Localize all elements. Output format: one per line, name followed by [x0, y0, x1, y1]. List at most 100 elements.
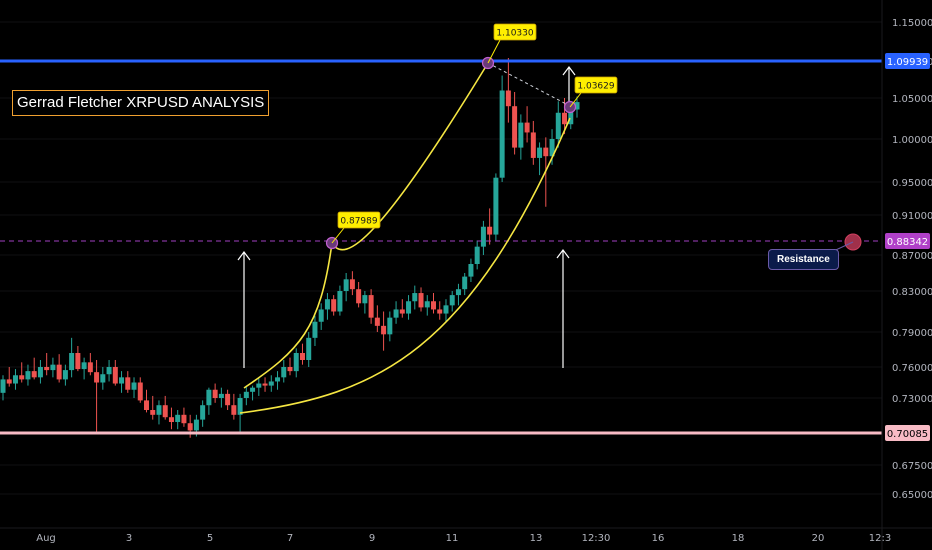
- candle[interactable]: [50, 357, 56, 378]
- candle[interactable]: [555, 101, 561, 148]
- candle[interactable]: [562, 98, 568, 135]
- candle[interactable]: [462, 273, 468, 296]
- candle[interactable]: [281, 360, 287, 383]
- candle[interactable]: [162, 395, 168, 420]
- candle[interactable]: [393, 301, 399, 324]
- candle[interactable]: [362, 291, 368, 314]
- candle[interactable]: [212, 383, 218, 403]
- candle[interactable]: [293, 348, 299, 378]
- candle[interactable]: [56, 354, 62, 383]
- candle[interactable]: [487, 208, 493, 245]
- candle[interactable]: [468, 258, 474, 282]
- candle[interactable]: [499, 75, 505, 182]
- candle[interactable]: [287, 357, 293, 376]
- up-arrow-right[interactable]: [556, 249, 570, 368]
- drawings[interactable]: 0.87989 1.10330 1.03629: [237, 23, 862, 414]
- candle[interactable]: [406, 295, 412, 320]
- candle[interactable]: [399, 299, 405, 318]
- candle[interactable]: [243, 385, 249, 406]
- candle[interactable]: [262, 377, 268, 392]
- candle[interactable]: [381, 311, 387, 351]
- candle[interactable]: [218, 387, 224, 408]
- candle[interactable]: [268, 375, 274, 392]
- candle[interactable]: [474, 240, 480, 270]
- candle[interactable]: [505, 57, 511, 123]
- candle[interactable]: [374, 305, 380, 332]
- candle[interactable]: [480, 220, 486, 255]
- candle[interactable]: [106, 360, 112, 382]
- price-badge[interactable]: 0.88342: [885, 233, 930, 249]
- candle[interactable]: [337, 285, 343, 316]
- candle[interactable]: [512, 92, 518, 155]
- candle[interactable]: [524, 106, 530, 143]
- candle[interactable]: [81, 357, 87, 380]
- candle[interactable]: [349, 271, 355, 296]
- candle[interactable]: [537, 142, 543, 176]
- y-axis[interactable]: 1.150001.100001.050001.000000.950000.910…: [881, 0, 932, 550]
- candle[interactable]: [6, 367, 12, 387]
- candle[interactable]: [530, 120, 536, 165]
- candle[interactable]: [324, 293, 330, 320]
- candle[interactable]: [331, 295, 337, 316]
- price-badge[interactable]: 1.09939: [885, 53, 930, 69]
- candle[interactable]: [0, 375, 6, 401]
- candle[interactable]: [256, 377, 262, 396]
- candle[interactable]: [574, 96, 580, 118]
- candle[interactable]: [200, 400, 206, 427]
- candle[interactable]: [94, 360, 100, 432]
- candle[interactable]: [343, 273, 349, 302]
- candle[interactable]: [206, 387, 212, 415]
- candle[interactable]: [318, 303, 324, 330]
- price-levels[interactable]: [0, 59, 882, 435]
- candle[interactable]: [31, 357, 37, 380]
- candle[interactable]: [112, 360, 118, 386]
- lower-curve[interactable]: [239, 117, 571, 414]
- candle[interactable]: [137, 377, 143, 403]
- candle[interactable]: [44, 353, 50, 376]
- candle[interactable]: [299, 343, 305, 365]
- candle[interactable]: [150, 395, 156, 420]
- x-axis[interactable]: Aug 3 5 7 9 11 13 12:30 16 18 20 12:3: [0, 527, 932, 544]
- candle[interactable]: [156, 400, 162, 425]
- candle[interactable]: [412, 285, 418, 310]
- candle[interactable]: [387, 311, 393, 342]
- candle[interactable]: [275, 371, 281, 390]
- candle[interactable]: [100, 367, 106, 390]
- candle[interactable]: [144, 389, 149, 413]
- candle[interactable]: [75, 346, 81, 372]
- candle[interactable]: [449, 291, 455, 312]
- candle[interactable]: [418, 287, 424, 312]
- candle[interactable]: [37, 360, 43, 384]
- candle[interactable]: [131, 377, 137, 398]
- candle[interactable]: [69, 337, 75, 378]
- candle[interactable]: [306, 332, 312, 367]
- candle[interactable]: [168, 407, 174, 430]
- candle[interactable]: [437, 301, 443, 320]
- candle[interactable]: [119, 371, 125, 393]
- candle[interactable]: [493, 173, 499, 241]
- candle[interactable]: [250, 385, 256, 401]
- candle[interactable]: [175, 410, 181, 430]
- callout-1-03629[interactable]: 1.03629: [563, 76, 618, 114]
- candles[interactable]: [0, 57, 580, 438]
- candle[interactable]: [356, 282, 362, 308]
- up-arrow-left[interactable]: [237, 251, 251, 368]
- candle[interactable]: [312, 315, 318, 346]
- candle[interactable]: [87, 353, 93, 376]
- candle[interactable]: [125, 371, 131, 393]
- candle[interactable]: [455, 283, 461, 306]
- candle[interactable]: [181, 407, 187, 427]
- candle[interactable]: [12, 369, 18, 390]
- candle[interactable]: [431, 293, 436, 314]
- callout-1-10330[interactable]: 1.10330: [481, 23, 537, 70]
- candle[interactable]: [424, 295, 430, 316]
- candle[interactable]: [518, 114, 524, 160]
- candle[interactable]: [225, 389, 231, 411]
- candle[interactable]: [231, 393, 237, 420]
- candle[interactable]: [25, 364, 31, 386]
- candle[interactable]: [62, 364, 68, 386]
- price-badge[interactable]: 0.70085: [885, 425, 930, 441]
- candle[interactable]: [443, 299, 449, 322]
- candle[interactable]: [19, 362, 25, 383]
